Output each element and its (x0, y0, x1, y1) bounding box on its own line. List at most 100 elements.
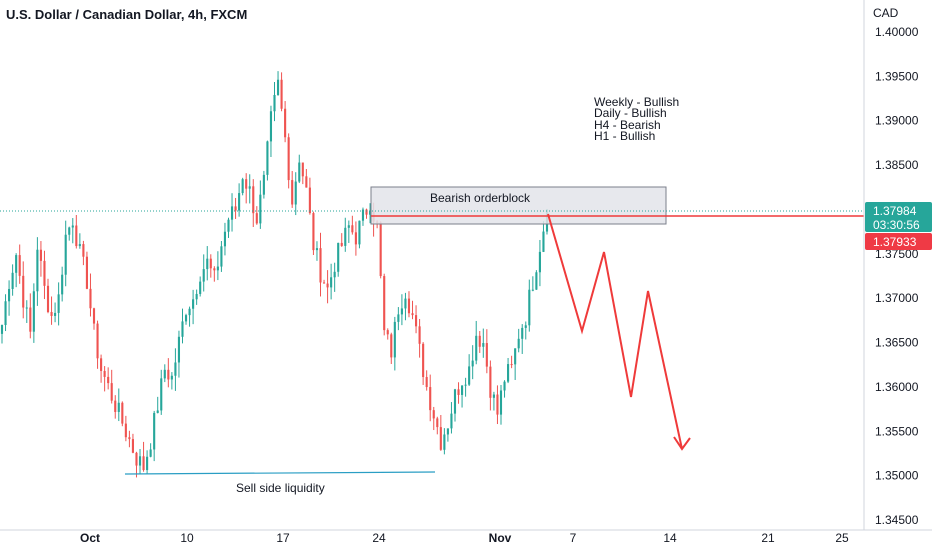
candle-body (68, 227, 71, 235)
time-tick-label: Oct (80, 531, 100, 545)
candle-body (110, 383, 113, 401)
candle-body (234, 206, 237, 211)
price-tick-label: 1.37500 (875, 247, 919, 261)
candle-body (135, 452, 138, 466)
candle-body (485, 343, 488, 367)
candle-body (333, 271, 336, 278)
price-tick-label: 1.35500 (875, 424, 919, 438)
candle-body (199, 281, 202, 294)
candle-body (365, 209, 368, 215)
candle-body (414, 315, 418, 327)
time-tick-label: 14 (663, 531, 677, 545)
candle-body (330, 277, 333, 288)
candle-body (538, 251, 541, 273)
candle-body (255, 213, 258, 224)
candle-body (344, 227, 347, 246)
candle-body (209, 258, 212, 269)
candle-body (404, 298, 407, 309)
candle-body (294, 181, 297, 205)
time-tick-label: Nov (489, 531, 512, 545)
candle-body (291, 180, 294, 205)
candle-body (71, 225, 74, 228)
candle-body (340, 242, 343, 246)
candle-body (114, 400, 117, 412)
candle-body (29, 307, 32, 332)
candle-body (96, 323, 99, 359)
candle-body (276, 79, 280, 95)
candle-body (54, 312, 57, 316)
time-axis[interactable]: Oct 10 17 24 Nov 7 14 21 25 (80, 531, 849, 545)
candle-body (368, 211, 372, 215)
projection-path[interactable] (547, 213, 683, 450)
candle-body (227, 219, 230, 232)
candle-body (478, 335, 481, 347)
candle-body (184, 315, 188, 322)
price-tick-label: 1.34500 (875, 513, 919, 527)
candle-body (213, 268, 216, 271)
candle-body (308, 187, 311, 214)
time-tick-label: 25 (835, 531, 849, 545)
candle-body (524, 325, 527, 328)
candle-body (220, 246, 223, 267)
candle-body (390, 334, 393, 358)
candle-body (322, 282, 326, 284)
candle-body (422, 343, 425, 378)
candle-body (25, 307, 28, 309)
candle-body (15, 255, 18, 273)
candle-body (284, 108, 287, 138)
candle-body (273, 94, 276, 112)
projection-arrowhead (673, 436, 691, 451)
currency-label: CAD (873, 6, 899, 20)
price-axis[interactable]: 1.400001.395001.390001.385001.380001.375… (875, 25, 919, 527)
time-tick-label: 21 (761, 531, 775, 545)
candle-body (418, 326, 421, 344)
bias-h1: H1 - Bullish (594, 129, 655, 143)
time-tick-label: 7 (570, 531, 577, 545)
candle-body (489, 366, 492, 398)
candle-body (149, 449, 152, 457)
candle-body (461, 385, 464, 395)
candle-body (347, 225, 350, 228)
candle-body (266, 141, 269, 175)
time-tick-label: 24 (372, 531, 386, 545)
candle-body (446, 428, 449, 435)
candle-body (146, 456, 149, 471)
candle-body (238, 193, 241, 211)
candle-body (457, 389, 460, 395)
level-price-tag: 1.37933 (865, 233, 932, 250)
candle-body (351, 225, 354, 233)
time-tick-label: 10 (180, 531, 194, 545)
candle-body (57, 294, 60, 313)
candle-body (326, 283, 329, 288)
candle-body (510, 364, 513, 366)
candle-body (22, 275, 25, 308)
candle-body (443, 434, 446, 450)
candle-body (131, 439, 135, 453)
candle-body (521, 327, 524, 339)
candle-body (117, 402, 120, 412)
candle-body (153, 412, 156, 450)
candle-body (121, 402, 124, 424)
sell-side-liquidity-line[interactable] (124, 471, 436, 475)
candle-body (301, 162, 304, 177)
candle-body (103, 370, 106, 377)
price-tick-label: 1.40000 (875, 25, 919, 39)
candle-body (542, 231, 545, 252)
bearish-orderblock-zone[interactable] (370, 186, 667, 225)
orderblock-label: Bearish orderblock (430, 191, 531, 205)
candle-body (517, 338, 520, 349)
candle-body (453, 389, 457, 414)
price-tick-label: 1.39000 (875, 114, 919, 128)
candle-body (206, 258, 209, 270)
candle-body (287, 137, 290, 181)
candle-body (167, 369, 170, 380)
candle-body (78, 244, 81, 247)
candle-body (202, 269, 205, 282)
candle-body (89, 288, 92, 309)
candle-body (124, 423, 127, 438)
candle-body (43, 260, 46, 286)
price-tick-label: 1.36500 (875, 336, 919, 350)
current-price-value: 1.37984 (873, 204, 917, 218)
candlestick-series (0, 71, 549, 478)
